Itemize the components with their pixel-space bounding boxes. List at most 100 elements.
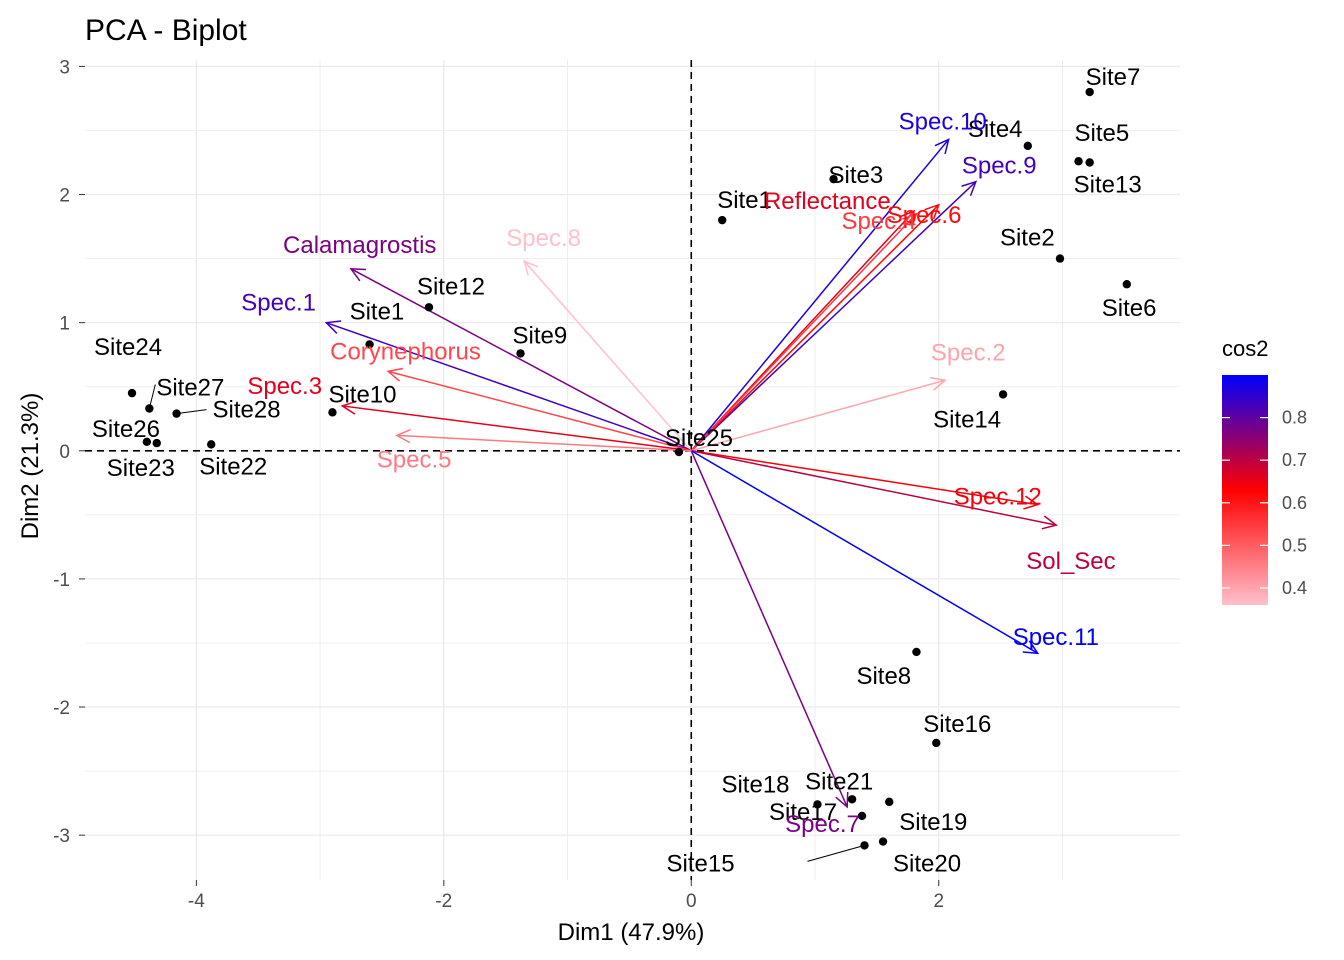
label-connector <box>807 844 865 862</box>
variable-arrow <box>690 181 977 452</box>
variable-label: Spec.2 <box>931 339 1006 366</box>
variable-arrow <box>326 321 692 452</box>
chart-title: PCA - Biplot <box>85 14 247 47</box>
site-label: Site4 <box>968 116 1023 143</box>
axes: -4 -2 0 2 -3 -2 -1 0 1 2 3 <box>53 57 1180 912</box>
site-point <box>813 800 822 809</box>
site-point <box>1023 141 1033 151</box>
legend-tick-label: 0.8 <box>1282 408 1307 428</box>
legend-title: cos2 <box>1222 336 1268 361</box>
site-label: Site6 <box>1102 295 1157 322</box>
site-label: Site7 <box>1086 64 1141 91</box>
variable-arrow-head <box>934 138 950 155</box>
variable-arrow-head <box>899 209 916 226</box>
variable-label: Spec.4 <box>841 208 916 235</box>
site-label: Site18 <box>721 771 789 798</box>
variable-arrow-head <box>835 791 849 809</box>
variable-arrow <box>690 213 918 452</box>
variable-arrow-head <box>961 180 978 197</box>
variable-arrow <box>690 450 1039 654</box>
variable-label: Spec.12 <box>954 484 1042 511</box>
variable-label: Spec.9 <box>962 153 1037 180</box>
legend-tick-label: 0.7 <box>1282 450 1307 470</box>
variable-label: Spec.3 <box>247 373 322 400</box>
variable-arrow-head <box>324 320 342 334</box>
site-label: Site14 <box>933 406 1001 433</box>
site-point <box>1085 158 1094 167</box>
site-label: Site23 <box>107 455 175 482</box>
site-point <box>718 215 727 225</box>
variable-arrow <box>690 450 848 808</box>
site-label: Site25 <box>665 425 733 452</box>
site-label: Site12 <box>417 273 485 300</box>
site-label: Site28 <box>213 397 281 424</box>
site-point <box>885 797 894 807</box>
x-tick-label: -2 <box>435 891 452 912</box>
legend-tick-label: 0.6 <box>1282 493 1307 513</box>
site-point <box>152 438 161 448</box>
site-label: Site27 <box>156 375 224 402</box>
site-label: Site26 <box>92 416 160 443</box>
site-point <box>878 837 888 846</box>
label-connector <box>148 384 156 409</box>
site-label: Site21 <box>805 768 873 795</box>
variable-arrow-head <box>349 268 367 282</box>
site-point <box>328 408 337 417</box>
site-label: Site15 <box>666 850 734 877</box>
site-point <box>829 174 838 184</box>
site-point <box>142 437 152 447</box>
site-label: Site3 <box>829 162 884 189</box>
site-point <box>207 440 216 449</box>
variable-label: Reflectance <box>764 188 891 215</box>
site-point <box>847 795 857 804</box>
site-label: Site22 <box>199 453 267 480</box>
variable-label: Sol_Sec <box>1026 548 1115 575</box>
site-point <box>365 340 374 349</box>
variable-arrow <box>387 370 692 452</box>
site-label: Site8 <box>856 663 911 690</box>
legend-tick-label: 0.5 <box>1282 535 1307 555</box>
x-tick-label: 2 <box>933 891 944 912</box>
variable-arrow <box>690 204 940 452</box>
site-label: Site24 <box>94 334 162 361</box>
y-tick-label: 0 <box>59 442 70 463</box>
y-axis-label: Dim2 (21.3%) <box>17 393 44 540</box>
variable-label: Spec.10 <box>899 108 987 135</box>
cos2-legend: cos2 0.4 0.5 0.6 0.7 0.8 <box>1222 336 1307 605</box>
variable-arrow-head <box>1023 495 1040 510</box>
site-point <box>1122 280 1131 289</box>
y-tick-label: -1 <box>53 570 70 591</box>
site-point <box>424 303 434 312</box>
variable-arrows <box>324 138 1058 809</box>
variable-arrow-head <box>924 203 940 220</box>
variable-arrow <box>523 260 692 452</box>
site-label: Site10 <box>328 381 396 408</box>
site-point <box>127 388 137 398</box>
site-label: Site20 <box>893 851 961 878</box>
site-label: Site19 <box>899 809 967 836</box>
y-tick-label: -2 <box>53 698 70 719</box>
point-labels: Site1 Site1 Site2 Site3 Site4 Site5 Site6 Site7… <box>92 64 1157 878</box>
variable-label: Spec.5 <box>377 446 452 473</box>
variable-label: Spec.1 <box>241 290 316 317</box>
y-tick-label: -3 <box>53 826 70 847</box>
site-label: Site1 <box>717 187 772 214</box>
site-point <box>998 390 1008 399</box>
site-point <box>1055 254 1065 263</box>
variable-label: Corynephorus <box>330 338 481 365</box>
variable-arrow <box>690 138 950 452</box>
y-tick-label: 2 <box>59 186 70 207</box>
variable-arrow <box>691 379 946 452</box>
variable-arrow-head <box>386 367 403 382</box>
x-axis-label: Dim1 (47.9%) <box>558 919 705 946</box>
site-point <box>932 738 941 748</box>
site-point <box>516 349 525 358</box>
variable-arrow <box>342 405 692 452</box>
site-point <box>674 447 684 457</box>
site-label: Site2 <box>1000 225 1055 252</box>
variable-arrow <box>396 434 692 452</box>
site-point <box>857 811 867 821</box>
variable-arrow <box>691 450 1057 526</box>
variable-arrow-head <box>395 428 411 444</box>
site-label: Site1 <box>350 298 405 325</box>
